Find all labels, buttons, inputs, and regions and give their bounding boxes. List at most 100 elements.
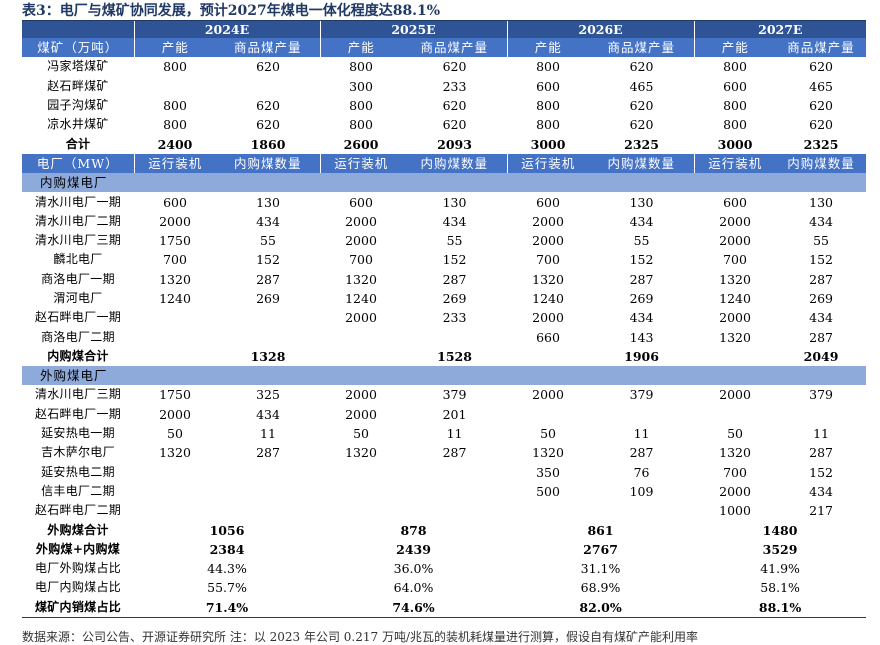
row-label: 外购煤合计: [47, 522, 109, 537]
summary-value: 3529: [762, 541, 798, 557]
capacity-header: 产能: [506, 38, 590, 58]
corner-cell: [22, 20, 134, 38]
value-cell: 700: [163, 252, 187, 268]
value-cell: 50: [540, 426, 556, 442]
value-cell: [507, 501, 589, 520]
value-cell: 2000: [719, 213, 751, 229]
value-cell: 434: [442, 213, 467, 229]
table-row: 渭河电厂 1240 269 1240 269 1240 269 1240 269: [22, 289, 866, 308]
value-cell: 800: [536, 59, 560, 75]
value-cell: 800: [163, 98, 187, 114]
value-cell: 800: [349, 59, 373, 75]
value-cell: [320, 347, 402, 366]
value-cell: [216, 482, 320, 501]
value-cell: 620: [256, 117, 280, 133]
summary-value: 878: [400, 522, 427, 538]
row-label: 清水川电厂三期: [34, 387, 122, 402]
value-cell: 600: [536, 194, 560, 210]
value-cell: 287: [629, 271, 654, 287]
value-cell: 700: [723, 464, 747, 480]
summary-value: 31.1%: [580, 561, 621, 577]
section-row: 内购煤电厂: [22, 173, 867, 193]
row-label: 赵石畔电厂二期: [34, 503, 122, 518]
value-cell: 620: [809, 117, 833, 133]
value-cell: 620: [442, 59, 467, 75]
value-cell: 600: [349, 194, 373, 210]
row-label: 信丰电厂二期: [41, 483, 115, 498]
value-cell: 2049: [803, 348, 839, 364]
value-cell: 130: [442, 194, 467, 210]
value-cell: [320, 482, 402, 501]
value-cell: 269: [442, 291, 467, 306]
value-cell: 325: [256, 387, 280, 403]
value-cell: 1000: [719, 503, 751, 519]
row-label: 麟北电厂: [53, 252, 103, 267]
value-cell: 620: [809, 59, 833, 75]
value-cell: 2325: [803, 136, 839, 152]
summary-row: 外购煤合计 1056 878 861 1480: [22, 520, 866, 539]
summary-value: 68.9%: [580, 580, 621, 596]
value-cell: 1320: [719, 329, 751, 345]
value-cell: 434: [256, 213, 280, 229]
value-cell: 600: [723, 78, 747, 94]
value-cell: 287: [809, 271, 833, 287]
value-cell: 434: [809, 483, 833, 499]
output-header: 商品煤产量: [589, 38, 695, 58]
summary-value: 2384: [209, 541, 245, 557]
value-cell: 55: [633, 233, 650, 249]
row-label: 赵石畔煤矿: [47, 78, 109, 93]
value-cell: 2000: [532, 213, 564, 229]
value-cell: 152: [809, 464, 833, 480]
value-cell: 2000: [532, 233, 564, 249]
table-row: 清水川电厂一期 600 130 600 130 600 130 600 130: [22, 192, 866, 211]
value-cell: [216, 501, 320, 520]
total-row: 内购煤合计 1328 1528 1906 2049: [22, 347, 866, 366]
value-cell: 1320: [159, 271, 191, 287]
value-cell: 500: [536, 483, 560, 499]
value-cell: [320, 463, 402, 482]
value-cell: 11: [633, 426, 650, 442]
value-cell: 800: [349, 117, 373, 133]
value-cell: 620: [442, 117, 467, 133]
summary-row: 煤矿内销煤占比 71.4% 74.6% 82.0% 88.1%: [22, 597, 867, 618]
value-cell: 700: [536, 252, 560, 268]
value-cell: 800: [723, 98, 747, 114]
table-row: 延安热电一期 50 11 50 11 50 11 50 11: [22, 424, 866, 443]
value-cell: [134, 327, 216, 346]
value-cell: 1240: [532, 291, 564, 306]
value-cell: 1320: [159, 445, 191, 461]
value-cell: 287: [256, 445, 280, 461]
value-cell: 287: [809, 445, 833, 461]
value-cell: [589, 501, 694, 520]
purchase-header: 内购煤数量: [216, 153, 321, 174]
table-row: 清水川电厂二期 2000 434 2000 434 2000 434 2000 434: [22, 212, 866, 231]
value-cell: 2000: [719, 310, 751, 326]
value-cell: 11: [813, 426, 829, 442]
value-cell: 2000: [719, 387, 751, 403]
row-label: 吉木萨尔电厂: [41, 445, 115, 460]
value-cell: [216, 308, 320, 327]
year-header-row: 2024E 2025E 2026E 2027E: [22, 20, 867, 38]
row-label: 商洛电厂二期: [41, 329, 115, 344]
value-cell: 600: [536, 78, 560, 94]
value-cell: [402, 501, 507, 520]
value-cell: [402, 327, 507, 346]
value-cell: 1328: [250, 348, 286, 364]
value-cell: 143: [629, 329, 654, 345]
value-cell: 800: [163, 117, 187, 133]
value-cell: 1528: [437, 348, 472, 364]
row-label: 清水川电厂二期: [34, 213, 122, 228]
value-cell: 2000: [345, 406, 377, 422]
value-cell: 3000: [530, 136, 566, 152]
value-cell: 55: [260, 233, 276, 249]
value-cell: 50: [353, 426, 369, 442]
value-cell: 600: [723, 194, 747, 210]
row-label: 凉水井煤矿: [47, 117, 109, 132]
value-cell: 130: [629, 194, 654, 210]
value-cell: 201: [442, 406, 467, 422]
summary-value: 71.4%: [134, 597, 321, 618]
table-row: 商洛电厂一期 1320 287 1320 287 1320 287 1320 287: [22, 270, 866, 289]
value-cell: 2000: [345, 387, 377, 403]
summary-value: 55.7%: [207, 580, 247, 596]
value-cell: 1750: [159, 387, 191, 403]
